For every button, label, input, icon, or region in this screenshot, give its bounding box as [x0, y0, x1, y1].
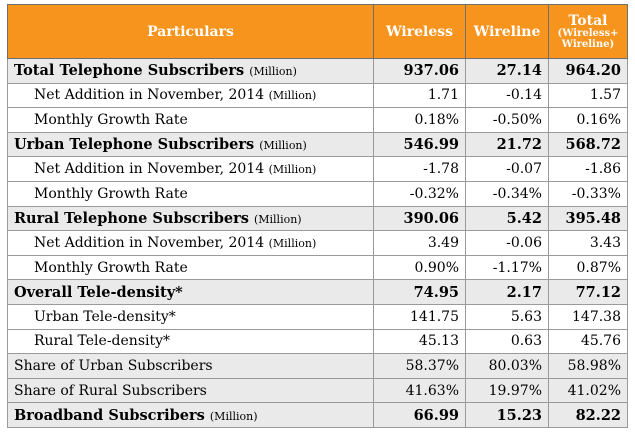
cell-total: 964.20 — [548, 58, 628, 84]
row-unit: (Million) — [253, 212, 302, 226]
row-label: Urban Telephone Subscribers (Million) — [7, 131, 374, 158]
header-total: Total (Wireless+ Wireline) — [548, 4, 628, 59]
cell-wireline: -0.50% — [465, 107, 549, 133]
row-unit: (Million) — [268, 163, 317, 177]
table-row: Urban Tele-density* 141.75 5.63 147.38 — [7, 303, 628, 330]
cell-total: 3.43 — [548, 230, 628, 256]
row-unit: (Million) — [209, 409, 258, 423]
cell-total: 45.76 — [548, 328, 628, 355]
header-total-sub2: Wireline) — [561, 38, 615, 50]
row-label: Rural Tele-density* — [7, 328, 374, 355]
table-row: Overall Tele-density* 74.95 2.17 77.12 — [7, 279, 628, 305]
cell-wireless: 74.95 — [373, 279, 466, 305]
table-row: Share of Rural Subscribers 41.63% 19.97%… — [7, 377, 628, 404]
subscriber-table-container: Particulars Wireless Wireline Total (Wir… — [7, 4, 628, 428]
cell-wireless: 45.13 — [373, 328, 466, 355]
row-label: Net Addition in November, 2014 (Million) — [7, 156, 374, 182]
cell-wireline: -0.14 — [465, 82, 549, 109]
row-label: Share of Urban Subscribers — [7, 353, 374, 379]
cell-total: 395.48 — [548, 205, 628, 232]
row-label: Broadband Subscribers (Million) — [7, 402, 374, 428]
header-row: Particulars Wireless Wireline Total (Wir… — [7, 4, 628, 59]
header-particulars: Particulars — [7, 4, 374, 59]
cell-wireless: 3.49 — [373, 230, 466, 256]
cell-wireline: 5.42 — [465, 205, 549, 232]
header-total-sub1: (Wireless+ — [557, 27, 619, 39]
row-label-text: Total Telephone Subscribers — [14, 62, 245, 80]
cell-wireline: -0.34% — [465, 180, 549, 207]
row-label: Monthly Growth Rate — [7, 107, 374, 133]
row-label: Overall Tele-density* — [7, 279, 374, 305]
cell-wireless: -0.32% — [373, 180, 466, 207]
row-label: Net Addition in November, 2014 (Million) — [7, 230, 374, 256]
row-unit: (Million) — [249, 65, 297, 79]
header-wireless: Wireless — [373, 4, 466, 59]
row-unit: (Million) — [268, 89, 317, 103]
cell-wireless: 390.06 — [373, 205, 466, 232]
table-row: Total Telephone Subscribers (Million) 93… — [7, 58, 628, 84]
cell-wireline: 0.63 — [465, 328, 549, 355]
header-total-label: Total — [568, 12, 608, 29]
row-label: Share of Rural Subscribers — [7, 377, 374, 404]
cell-total: 82.22 — [548, 402, 628, 428]
cell-wireline: 19.97% — [465, 377, 549, 404]
cell-total: -1.86 — [548, 156, 628, 182]
row-label-text: Rural Telephone Subscribers — [14, 209, 249, 227]
table-row: Urban Telephone Subscribers (Million) 54… — [7, 131, 628, 158]
cell-wireline: -1.17% — [465, 254, 549, 281]
row-label: Urban Tele-density* — [7, 303, 374, 330]
cell-wireless: 66.99 — [373, 402, 466, 428]
row-label: Net Addition in November, 2014 (Million) — [7, 82, 374, 109]
row-unit: (Million) — [259, 139, 307, 153]
cell-wireless: 546.99 — [373, 131, 466, 158]
row-unit: (Million) — [268, 236, 317, 250]
table-row: Monthly Growth Rate -0.32% -0.34% -0.33% — [7, 180, 628, 207]
cell-wireless: 1.71 — [373, 82, 466, 109]
table-row: Share of Urban Subscribers 58.37% 80.03%… — [7, 353, 628, 379]
cell-total: 0.87% — [548, 254, 628, 281]
cell-wireline: 5.63 — [465, 303, 549, 330]
cell-wireless: 0.90% — [373, 254, 466, 281]
cell-wireless: 58.37% — [373, 353, 466, 379]
table-row: Net Addition in November, 2014 (Million)… — [7, 156, 628, 182]
header-wireline: Wireline — [465, 4, 549, 59]
table-row: Net Addition in November, 2014 (Million)… — [7, 82, 628, 109]
table-row: Rural Telephone Subscribers (Million) 39… — [7, 205, 628, 232]
cell-total: 41.02% — [548, 377, 628, 404]
cell-total: 0.16% — [548, 107, 628, 133]
table-row: Broadband Subscribers (Million) 66.99 15… — [7, 402, 628, 428]
table-row: Monthly Growth Rate 0.18% -0.50% 0.16% — [7, 107, 628, 133]
cell-total: 1.57 — [548, 82, 628, 109]
row-label-text: Net Addition in November, 2014 — [34, 87, 265, 104]
row-label-text: Net Addition in November, 2014 — [34, 234, 265, 251]
row-label-text: Net Addition in November, 2014 — [34, 161, 265, 178]
cell-wireless: 141.75 — [373, 303, 466, 330]
cell-wireline: 2.17 — [465, 279, 549, 305]
table-row: Net Addition in November, 2014 (Million)… — [7, 230, 628, 256]
row-label-text: Broadband Subscribers — [14, 406, 205, 424]
cell-wireless: 0.18% — [373, 107, 466, 133]
cell-total: 568.72 — [548, 131, 628, 158]
row-label-text: Urban Telephone Subscribers — [14, 136, 255, 154]
cell-wireline: 27.14 — [465, 58, 549, 84]
row-label: Rural Telephone Subscribers (Million) — [7, 205, 374, 232]
cell-wireless: 41.63% — [373, 377, 466, 404]
cell-total: -0.33% — [548, 180, 628, 207]
cell-wireless: 937.06 — [373, 58, 466, 84]
cell-wireline: 80.03% — [465, 353, 549, 379]
subscriber-table: Particulars Wireless Wireline Total (Wir… — [7, 4, 628, 428]
cell-total: 147.38 — [548, 303, 628, 330]
table-row: Rural Tele-density* 45.13 0.63 45.76 — [7, 328, 628, 355]
cell-wireline: -0.06 — [465, 230, 549, 256]
table-row: Monthly Growth Rate 0.90% -1.17% 0.87% — [7, 254, 628, 281]
row-label: Total Telephone Subscribers (Million) — [7, 58, 374, 84]
cell-wireline: 21.72 — [465, 131, 549, 158]
row-label: Monthly Growth Rate — [7, 180, 374, 207]
cell-wireless: -1.78 — [373, 156, 466, 182]
row-label: Monthly Growth Rate — [7, 254, 374, 281]
cell-total: 58.98% — [548, 353, 628, 379]
cell-wireline: -0.07 — [465, 156, 549, 182]
cell-total: 77.12 — [548, 279, 628, 305]
cell-wireline: 15.23 — [465, 402, 549, 428]
